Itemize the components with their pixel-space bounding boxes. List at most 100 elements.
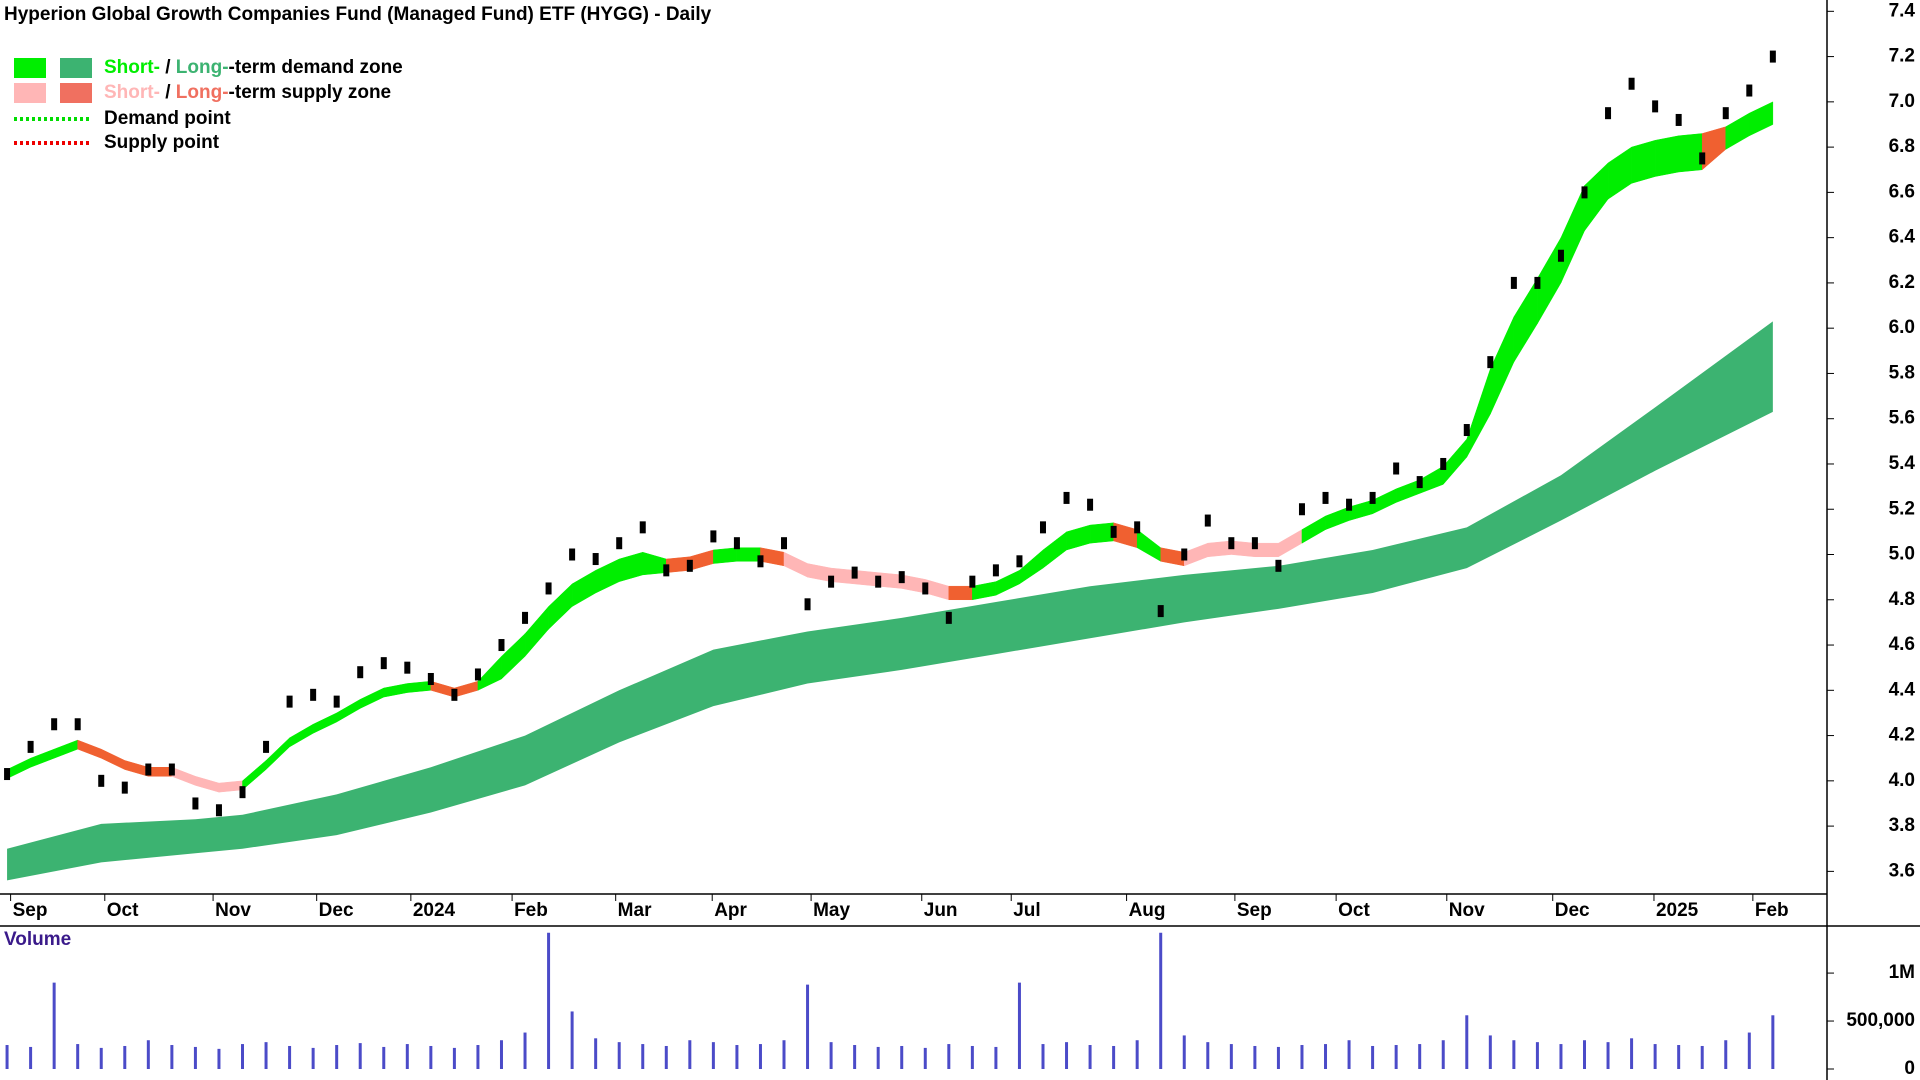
price-bar	[1087, 498, 1094, 511]
price-bar	[569, 548, 576, 561]
x-tick-label: Sep	[13, 900, 48, 921]
price-bar	[522, 611, 529, 624]
x-tick-label: May	[813, 900, 850, 921]
y-tick-label: 4.4	[1889, 679, 1916, 700]
short-term-zone	[1207, 540, 1232, 558]
price-bar	[239, 786, 246, 799]
x-tick-label: Dec	[319, 900, 354, 921]
price-bar	[1440, 457, 1447, 470]
price-bar	[1393, 462, 1400, 475]
price-bar	[192, 797, 199, 810]
y-tick-label: 7.4	[1889, 0, 1916, 21]
short-term-zone	[666, 556, 691, 573]
price-bar	[639, 521, 646, 534]
x-tick-label: Aug	[1129, 900, 1166, 921]
legend-text: Short-	[104, 57, 160, 78]
price-bar	[828, 575, 835, 588]
x-tick-label: 2025	[1656, 900, 1699, 921]
x-tick-label: Oct	[1338, 900, 1370, 921]
y-tick-label: 5.8	[1889, 362, 1915, 383]
short-term-zone	[854, 570, 879, 587]
y-tick-label: 6.8	[1889, 136, 1915, 157]
price-bar	[333, 695, 340, 708]
legend-label: Short- / Long--term supply zone	[104, 82, 391, 103]
price-bar	[1746, 84, 1753, 97]
price-bar	[427, 672, 434, 685]
price-bar	[1228, 537, 1235, 550]
price-bar	[1675, 113, 1682, 126]
price-bar	[1251, 537, 1258, 550]
price-bar	[1016, 555, 1023, 568]
legend-label: Short- / Long--term demand zone	[104, 57, 403, 78]
price-bar	[1652, 100, 1659, 113]
legend-text: Short-	[104, 82, 160, 103]
price-bar	[616, 537, 623, 550]
short-term-zone	[148, 767, 173, 777]
y-tick-label: 5.6	[1889, 408, 1915, 429]
chart-title: Hyperion Global Growth Companies Fund (M…	[4, 4, 712, 25]
price-bar	[74, 718, 81, 731]
price-bar	[4, 768, 11, 781]
legend-text: /	[160, 82, 176, 103]
price-bar	[1769, 50, 1776, 63]
short-term-zone	[1631, 139, 1656, 184]
price-bar	[1298, 503, 1305, 516]
price-bar	[710, 530, 717, 543]
price-bar	[992, 564, 999, 577]
price-bar	[1605, 107, 1612, 120]
price-bar	[1275, 559, 1282, 572]
short-term-zone	[1089, 522, 1114, 544]
legend-swatch	[14, 83, 46, 103]
y-tick-label: 6.2	[1889, 272, 1915, 293]
y-tick-label: 3.6	[1889, 860, 1915, 881]
y-tick-label: 7.2	[1889, 46, 1915, 67]
price-bar	[168, 763, 175, 776]
price-bar	[1628, 77, 1635, 90]
price-bar	[1510, 276, 1517, 289]
x-tick-label: Apr	[714, 900, 747, 921]
price-bar	[1369, 491, 1376, 504]
legend-label: Supply point	[104, 132, 220, 153]
price-bar	[145, 763, 152, 776]
price-bar	[1346, 498, 1353, 511]
short-term-zone	[1654, 135, 1679, 177]
x-tick-label: Jun	[924, 900, 958, 921]
x-tick-label: Nov	[215, 900, 251, 921]
legend-text: /	[160, 57, 176, 78]
y-tick-label: 4.8	[1889, 589, 1915, 610]
short-term-zone	[948, 585, 973, 601]
y-tick-label: 6.0	[1889, 317, 1915, 338]
legend-swatch	[60, 83, 92, 103]
zones	[6, 101, 1774, 881]
x-tick-label: Feb	[1755, 900, 1789, 921]
legend-swatch	[14, 58, 46, 78]
legend: Short- / Long--term demand zone Short- / …	[14, 57, 403, 153]
short-term-zone	[830, 567, 855, 585]
price-bar	[1557, 249, 1564, 262]
x-tick-label: Dec	[1555, 900, 1590, 921]
price-bar	[851, 566, 858, 579]
y-tick-label: 4.6	[1889, 634, 1915, 655]
volume-tick-label: 500,000	[1846, 1010, 1915, 1031]
x-tick-label: Mar	[618, 900, 652, 921]
short-term-zone	[1231, 540, 1256, 558]
price-bar	[757, 555, 764, 568]
volume-tick-label: 0	[1904, 1058, 1915, 1079]
x-tick-label: Feb	[514, 900, 548, 921]
legend-text: -term supply zone	[229, 82, 392, 103]
price-bar	[804, 598, 811, 611]
price-bar	[1181, 548, 1188, 561]
legend-text: -term demand zone	[229, 57, 403, 78]
price-bar	[1463, 424, 1470, 437]
price-bar	[51, 718, 58, 731]
short-term-zone	[713, 547, 738, 564]
short-term-zone	[407, 680, 432, 693]
price-bar	[357, 666, 364, 679]
y-tick-label: 4.0	[1889, 770, 1915, 791]
price-bar	[286, 695, 293, 708]
price-bar	[1699, 152, 1706, 165]
y-tick-label: 5.0	[1889, 544, 1915, 565]
y-tick-label: 4.2	[1889, 725, 1915, 746]
